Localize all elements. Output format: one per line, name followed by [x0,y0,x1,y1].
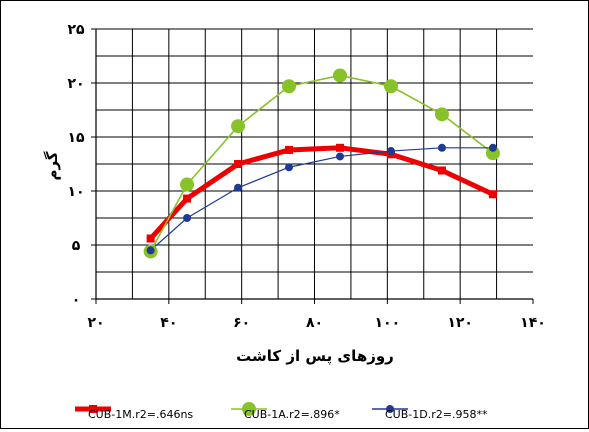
data-point [183,214,191,222]
data-point [489,144,497,152]
data-point [180,178,194,192]
x-tick-label: ۱۴۰ [520,315,546,331]
x-tick-label: ۱۰۰ [375,315,401,331]
data-point [285,146,293,154]
data-point [387,147,395,155]
data-point [282,79,296,93]
series-line [151,75,493,251]
grid [96,29,533,299]
tick-labels: ۲۰ ۴۰ ۶۰ ۸۰ ۱۰۰ ۱۲۰ ۱۴۰ ۰ ۵ ۱۰ ۱۵ ۲۰ ۲۵ [67,22,545,331]
y-tick-label: ۲۰ [67,76,84,92]
x-tick-label: ۶۰ [233,315,250,331]
data-point [147,235,155,243]
data-point [234,160,242,168]
data-point [234,184,242,192]
y-axis-label: گرم [43,151,61,180]
legend-label: CUB-1D.r2=.958** [385,408,488,421]
y-tick-label: ۲۵ [67,22,85,38]
x-tick-label: ۲۰ [87,315,104,331]
y-tick-label: ۱۵ [67,130,85,146]
y-tick-label: ۰ [72,292,81,308]
axes [91,29,533,304]
x-tick-label: ۱۲۰ [447,315,473,331]
legend-label: CUB-1A.r2=.896* [244,408,340,421]
data-point [231,119,245,133]
data-point [489,190,497,198]
data-point [384,79,398,93]
series-group [144,68,500,258]
x-axis-label: روزهای پس از کاشت [236,347,394,366]
legend: CUB-1M.r2=.646ns CUB-1A.r2=.896* CUB-1D.r2… [75,402,488,421]
data-point [435,107,449,121]
y-tick-label: ۱۰ [67,184,84,200]
data-point [285,163,293,171]
data-point [333,68,347,82]
data-point [147,246,155,254]
data-point [336,152,344,160]
data-point [183,195,191,203]
data-point [336,144,344,152]
data-point [438,166,446,174]
x-tick-label: ۸۰ [306,315,323,331]
x-tick-label: ۴۰ [160,315,177,331]
series-line [151,148,493,251]
legend-label: CUB-1M.r2=.646ns [88,408,193,421]
series-line [151,148,493,239]
data-point [438,144,446,152]
y-tick-label: ۵ [72,238,81,254]
